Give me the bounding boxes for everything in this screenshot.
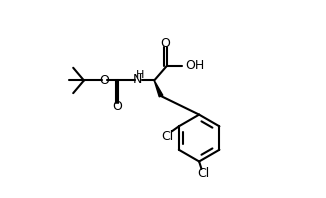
Text: Cl: Cl <box>197 167 210 180</box>
Text: OH: OH <box>185 59 204 72</box>
Text: O: O <box>161 37 170 50</box>
Text: Cl: Cl <box>161 130 173 143</box>
Polygon shape <box>154 80 163 97</box>
Text: O: O <box>112 100 122 113</box>
Text: H: H <box>136 70 145 80</box>
Text: N: N <box>133 73 142 86</box>
Text: O: O <box>99 74 109 87</box>
